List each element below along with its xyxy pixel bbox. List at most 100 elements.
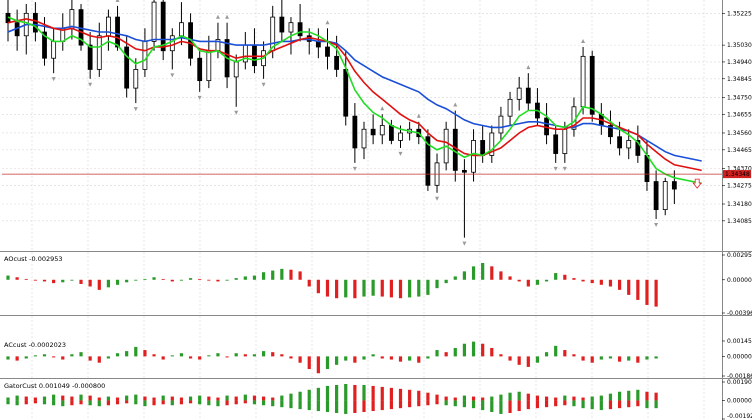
gator-upper-bar [417,390,421,401]
histogram-bar [526,356,530,367]
histogram-bar [426,356,430,359]
histogram-bar [161,278,165,280]
gator-lower-bar [371,400,375,412]
gator-upper-bar [362,384,366,401]
price-tick-label: 1.35030 [727,42,752,49]
gator-upper-bar [134,394,138,401]
histogram-bar [134,279,138,281]
candle-body [608,125,613,138]
gator-upper-bar [645,391,649,401]
candle-body [635,140,641,156]
histogram-bar [563,350,567,357]
gator-lower-bar [33,400,37,404]
histogram-bar [280,268,284,280]
histogram-bar [444,352,448,357]
histogram-bar [161,356,165,360]
candle-body [124,46,130,89]
histogram-bar [517,356,521,365]
histogram-bar [188,278,193,280]
fractal-up-icon [215,14,220,19]
candle-body [462,169,467,173]
gator-lower-bar [636,400,640,407]
gator-lower-bar [544,400,549,408]
candle-body [87,44,93,70]
histogram-bar [207,355,211,357]
histogram-bar [371,354,375,357]
candle-body [589,55,595,115]
histogram-bar [563,274,567,280]
gator-upper-bar [271,397,275,401]
gator-upper-bar [526,393,530,401]
gator-lower-bar [535,400,540,409]
gator-upper-bar [261,396,266,401]
histogram-bar [33,279,37,281]
histogram-bar [252,275,257,280]
candle-body [516,87,522,100]
gator-upper-bar [161,395,165,401]
histogram-bar [316,356,320,374]
gator-upper-bar [280,395,284,401]
candle-body [206,50,212,82]
gator-upper-bar [444,396,448,401]
fractal-down-icon [51,77,56,82]
gator-upper-bar [335,384,339,401]
gator-upper-bar [152,397,156,401]
histogram-bar [298,271,302,280]
histogram-bar [261,351,266,357]
price-tick-label: 1.34085 [727,218,752,225]
gator-lower-bar [645,400,649,409]
indicator-tick-label: 0.000000 [727,397,752,404]
gator-lower-bar [24,400,28,405]
fractal-up-icon [380,106,385,111]
gator-upper-bar [608,393,613,401]
histogram-bar [243,354,247,357]
histogram-bar [15,356,19,361]
histogram-bar [627,279,631,295]
histogram-bar [490,347,494,357]
histogram-bar [88,356,92,361]
histogram-bar [97,279,101,290]
price-tick-label: 1.34750 [727,94,752,101]
gator-upper-bar [654,392,658,401]
histogram-bar [261,272,266,280]
histogram-bar [24,278,28,280]
gator-lower-bar [608,400,613,410]
gator-upper-bar [344,383,348,401]
histogram-bar [115,353,120,357]
gator-upper-bar [252,395,257,401]
candle-body [553,134,559,154]
candle-body [325,46,330,57]
indicator-tick-label: 0.001906 [727,379,752,386]
candle-body [425,136,431,186]
price-axis: 1.35225 1.35030 1.34940 1.34845 1.34750 1.346… [4,10,752,420]
gator-lower-bar [271,400,275,407]
histogram-bar [344,279,348,298]
histogram-bar [380,356,384,359]
gator-lower-bar [79,400,83,405]
histogram-bar [61,356,65,360]
histogram-bar [216,279,220,282]
candle-body [96,35,102,70]
histogram-bar [6,356,10,360]
histogram-bar [344,356,348,361]
gator-upper-bar [490,396,494,401]
histogram-bar [617,279,622,290]
gator-lower-bar [389,400,393,410]
gator-upper-bar [42,396,47,401]
indicator-title: ACcust -0.0002023 [4,341,66,349]
gator-lower-bar [179,400,184,405]
fractal-up-icon [225,14,230,19]
histogram-bar [362,279,366,297]
gator-lower-bar [408,400,412,408]
price-tick-label: 1.34180 [727,201,752,208]
gator-lower-bar [125,400,129,404]
gator-lower-bar [289,400,293,409]
fractal-down-icon [170,73,175,78]
histogram-bar [535,356,540,363]
fractal-down-icon [261,82,266,87]
gator-lower-bar [61,400,65,407]
fractal-down-icon [234,110,239,115]
histogram-bar [645,279,649,305]
fractal-up-icon [325,20,330,25]
